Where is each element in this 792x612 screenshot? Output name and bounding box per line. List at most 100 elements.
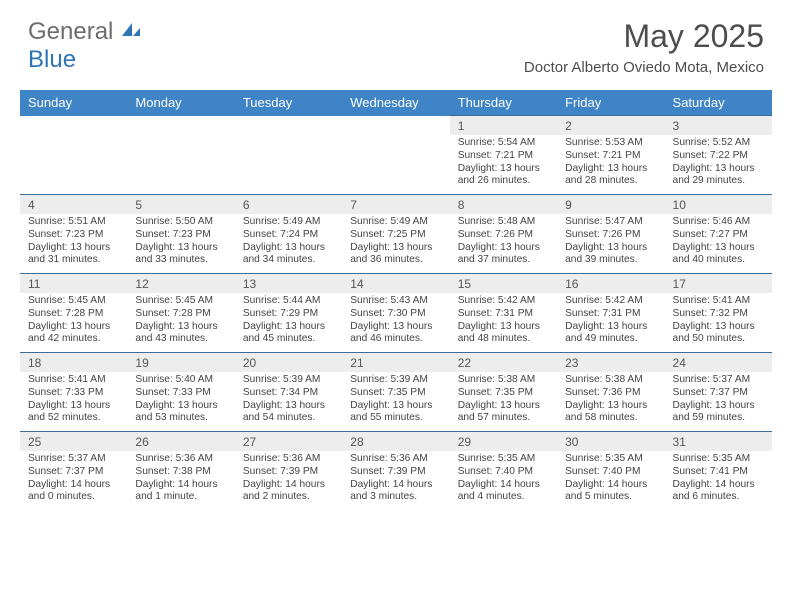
day-header: Friday [557, 90, 664, 116]
day-number: 25 [20, 432, 127, 451]
day-header: Saturday [665, 90, 772, 116]
day-cell-number: 5 [127, 195, 234, 215]
day-cell-number: 27 [235, 432, 342, 452]
day-number: 15 [450, 274, 557, 293]
day-cell-detail: Sunrise: 5:45 AM Sunset: 7:28 PM Dayligh… [20, 293, 127, 353]
day-cell-number: 9 [557, 195, 664, 215]
day-cell-detail: Sunrise: 5:37 AM Sunset: 7:37 PM Dayligh… [20, 451, 127, 510]
day-cell-number: 3 [665, 116, 772, 136]
day-cell-detail: Sunrise: 5:35 AM Sunset: 7:40 PM Dayligh… [557, 451, 664, 510]
day-header-row: Sunday Monday Tuesday Wednesday Thursday… [20, 90, 772, 116]
day-cell-detail: Sunrise: 5:36 AM Sunset: 7:39 PM Dayligh… [235, 451, 342, 510]
title-block: May 2025 Doctor Alberto Oviedo Mota, Mex… [524, 18, 764, 76]
day-header: Monday [127, 90, 234, 116]
day-cell-number: 16 [557, 274, 664, 294]
day-cell-number: 30 [557, 432, 664, 452]
day-number: 27 [235, 432, 342, 451]
day-cell-detail: Sunrise: 5:42 AM Sunset: 7:31 PM Dayligh… [450, 293, 557, 353]
daynum-row: 25262728293031 [20, 432, 772, 452]
day-cell-detail: Sunrise: 5:39 AM Sunset: 7:34 PM Dayligh… [235, 372, 342, 432]
day-cell-detail: Sunrise: 5:54 AM Sunset: 7:21 PM Dayligh… [450, 135, 557, 195]
day-number: 31 [665, 432, 772, 451]
day-number: 28 [342, 432, 449, 451]
day-cell-detail [342, 135, 449, 195]
day-cell-number: 13 [235, 274, 342, 294]
day-cell-number: 15 [450, 274, 557, 294]
detail-row: Sunrise: 5:41 AM Sunset: 7:33 PM Dayligh… [20, 372, 772, 432]
day-number: 24 [665, 353, 772, 372]
day-number: 13 [235, 274, 342, 293]
day-number: 7 [342, 195, 449, 214]
day-cell-detail: Sunrise: 5:51 AM Sunset: 7:23 PM Dayligh… [20, 214, 127, 274]
detail-row: Sunrise: 5:54 AM Sunset: 7:21 PM Dayligh… [20, 135, 772, 195]
day-cell-number: 10 [665, 195, 772, 215]
day-number: 8 [450, 195, 557, 214]
day-number: 18 [20, 353, 127, 372]
day-cell-number: 14 [342, 274, 449, 294]
day-cell-detail: Sunrise: 5:49 AM Sunset: 7:24 PM Dayligh… [235, 214, 342, 274]
day-cell-detail: Sunrise: 5:46 AM Sunset: 7:27 PM Dayligh… [665, 214, 772, 274]
day-cell-number: 28 [342, 432, 449, 452]
day-number: 22 [450, 353, 557, 372]
sail-icon [120, 18, 142, 46]
day-cell-number: 11 [20, 274, 127, 294]
day-cell-detail [235, 135, 342, 195]
logo-text-blue: Blue [28, 46, 76, 73]
day-number: 26 [127, 432, 234, 451]
day-cell-detail: Sunrise: 5:41 AM Sunset: 7:33 PM Dayligh… [20, 372, 127, 432]
day-cell-number: 17 [665, 274, 772, 294]
day-cell-number: 12 [127, 274, 234, 294]
day-cell-detail: Sunrise: 5:38 AM Sunset: 7:36 PM Dayligh… [557, 372, 664, 432]
day-cell-detail: Sunrise: 5:44 AM Sunset: 7:29 PM Dayligh… [235, 293, 342, 353]
day-number: 2 [557, 116, 664, 135]
day-cell-detail: Sunrise: 5:38 AM Sunset: 7:35 PM Dayligh… [450, 372, 557, 432]
day-number: 16 [557, 274, 664, 293]
day-cell-detail: Sunrise: 5:53 AM Sunset: 7:21 PM Dayligh… [557, 135, 664, 195]
detail-row: Sunrise: 5:51 AM Sunset: 7:23 PM Dayligh… [20, 214, 772, 274]
day-cell-number: 6 [235, 195, 342, 215]
page-title: May 2025 [524, 18, 764, 55]
header: General Blue May 2025 Doctor Alberto Ovi… [0, 0, 792, 84]
day-number: 17 [665, 274, 772, 293]
day-number: 3 [665, 116, 772, 135]
day-cell-detail: Sunrise: 5:43 AM Sunset: 7:30 PM Dayligh… [342, 293, 449, 353]
daynum-row: 11121314151617 [20, 274, 772, 294]
daynum-row: 18192021222324 [20, 353, 772, 373]
day-cell-number: 26 [127, 432, 234, 452]
day-cell-number: 20 [235, 353, 342, 373]
day-number: 30 [557, 432, 664, 451]
day-number: 4 [20, 195, 127, 214]
day-number: 6 [235, 195, 342, 214]
day-cell-detail: Sunrise: 5:36 AM Sunset: 7:38 PM Dayligh… [127, 451, 234, 510]
day-number: 14 [342, 274, 449, 293]
day-cell-number: 29 [450, 432, 557, 452]
day-cell-number: 19 [127, 353, 234, 373]
day-cell-detail: Sunrise: 5:41 AM Sunset: 7:32 PM Dayligh… [665, 293, 772, 353]
day-cell-number [20, 116, 127, 136]
day-cell-detail: Sunrise: 5:48 AM Sunset: 7:26 PM Dayligh… [450, 214, 557, 274]
day-number: 9 [557, 195, 664, 214]
day-cell-detail [127, 135, 234, 195]
day-cell-number: 18 [20, 353, 127, 373]
day-cell-number: 8 [450, 195, 557, 215]
daynum-row: 123 [20, 116, 772, 136]
day-number: 29 [450, 432, 557, 451]
day-number: 11 [20, 274, 127, 293]
day-number: 19 [127, 353, 234, 372]
day-cell-number: 22 [450, 353, 557, 373]
day-cell-number: 25 [20, 432, 127, 452]
day-cell-number: 2 [557, 116, 664, 136]
day-cell-number [235, 116, 342, 136]
logo: General Blue [28, 18, 142, 74]
detail-row: Sunrise: 5:37 AM Sunset: 7:37 PM Dayligh… [20, 451, 772, 510]
day-cell-detail: Sunrise: 5:52 AM Sunset: 7:22 PM Dayligh… [665, 135, 772, 195]
day-cell-number: 31 [665, 432, 772, 452]
day-cell-detail: Sunrise: 5:35 AM Sunset: 7:40 PM Dayligh… [450, 451, 557, 510]
page-subtitle: Doctor Alberto Oviedo Mota, Mexico [524, 59, 764, 76]
day-cell-detail: Sunrise: 5:42 AM Sunset: 7:31 PM Dayligh… [557, 293, 664, 353]
day-cell-number [342, 116, 449, 136]
day-number: 10 [665, 195, 772, 214]
day-cell-detail: Sunrise: 5:45 AM Sunset: 7:28 PM Dayligh… [127, 293, 234, 353]
day-cell-number: 4 [20, 195, 127, 215]
day-cell-number: 7 [342, 195, 449, 215]
